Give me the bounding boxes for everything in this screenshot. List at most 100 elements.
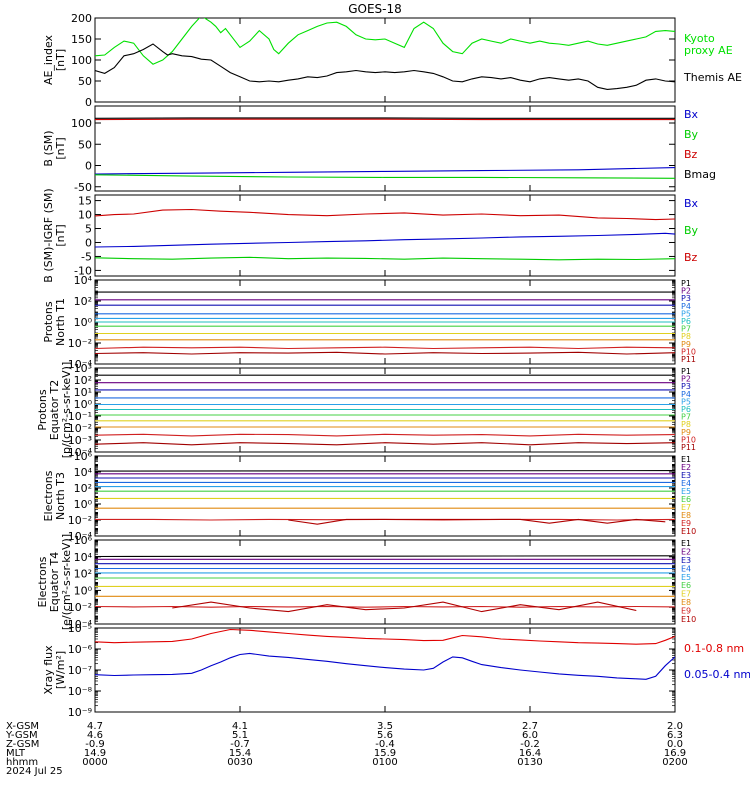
y-axis-label: North T3 <box>54 472 67 520</box>
y-tick-label: 10⁻⁴ <box>68 358 93 371</box>
x-row-label: X-GSM <box>6 721 39 732</box>
y-axis-label: Electrons <box>36 556 49 607</box>
legend-label: Bz <box>684 148 698 161</box>
legend-label: E8 <box>681 511 691 520</box>
x-column-value: 14.9 <box>84 748 106 759</box>
y-tick-label: 10⁰ <box>74 584 93 597</box>
legend-label: P11 <box>681 355 696 364</box>
legend-label: E5 <box>681 573 691 582</box>
x-column-value: 16.4 <box>519 748 541 759</box>
y-tick-label: 10⁻³ <box>68 434 92 447</box>
figure-title: GOES-18 <box>348 2 402 16</box>
y-tick-label: 10⁻⁷ <box>68 664 92 677</box>
y-tick-label: 15 <box>78 195 92 208</box>
series-line-e10 <box>288 518 666 525</box>
legend-label: E2 <box>681 547 691 556</box>
legend-label: E6 <box>681 495 691 504</box>
legend-label: P6 <box>681 405 691 414</box>
y-axis-label: Protons <box>36 389 49 430</box>
y-tick-label: 10⁻¹ <box>68 410 92 423</box>
y-tick-label: 50 <box>78 138 92 151</box>
y-tick-label: 0 <box>85 96 92 109</box>
x-column-value: 15.4 <box>229 748 251 759</box>
y-tick-label: 10⁻² <box>68 337 92 350</box>
y-axis-label: B (SM)-IGRF (SM) <box>42 188 55 282</box>
y-axis-label: Xray flux <box>42 645 55 695</box>
legend-label: P9 <box>681 340 691 349</box>
x-column-value: 5.1 <box>232 730 248 741</box>
y-axis-label: [e/(cm²-s-sr-keV)] <box>60 534 73 630</box>
legend-label: E4 <box>681 564 691 573</box>
x-column-value: 6.3 <box>667 730 683 741</box>
legend-label: E3 <box>681 556 691 565</box>
legend-label: P10 <box>681 435 696 444</box>
legend-label: E1 <box>681 455 691 464</box>
x-column-value: 0030 <box>227 757 252 768</box>
y-axis-label: [nT] <box>54 137 67 159</box>
series-line-kyoto <box>95 18 675 65</box>
legend-label: 0.05-0.4 nm <box>684 668 750 681</box>
x-column-value: 6.0 <box>522 730 538 741</box>
legend-label: E10 <box>681 615 696 624</box>
legend-label: 0.1-0.8 nm <box>684 642 744 655</box>
y-tick-label: 10⁶ <box>74 450 93 463</box>
series-line-bz <box>95 208 675 221</box>
x-row-label: Z-GSM <box>6 739 39 750</box>
y-tick-label: 10⁰ <box>74 316 93 329</box>
y-tick-label: 10⁻² <box>68 422 92 435</box>
legend-label: Bz <box>684 251 698 264</box>
legend-label: E5 <box>681 487 691 496</box>
series-line-bx <box>95 232 675 248</box>
series-line-p10 <box>95 433 675 437</box>
x-column-value: 16.9 <box>664 748 686 759</box>
legend-label: E9 <box>681 519 691 528</box>
y-tick-label: 10 <box>78 209 92 222</box>
series-line-e9 <box>95 605 675 608</box>
series-line-themis-ae <box>95 43 675 90</box>
legend-label: P3 <box>681 294 691 303</box>
y-tick-label: 10⁻⁸ <box>68 685 93 698</box>
legend-label: E1 <box>681 539 691 548</box>
legend-label: E7 <box>681 503 691 512</box>
legend-label: P5 <box>681 309 691 318</box>
y-axis-label: Protons <box>42 301 55 342</box>
y-axis-label: Equator T2 <box>48 380 61 440</box>
legend-label: P1 <box>681 279 691 288</box>
y-axis-label: Equator T4 <box>48 552 61 612</box>
x-column-value: 2.7 <box>522 721 538 732</box>
legend-label: Themis AE <box>683 71 742 84</box>
x-column-value: 5.6 <box>377 730 393 741</box>
series-line-0-1-0-8-nm <box>95 628 675 645</box>
y-tick-label: 10⁻² <box>68 514 92 527</box>
y-tick-label: 10² <box>74 482 92 495</box>
panel-prot_t1: 10⁻⁴ 10⁻² 10⁰ 10² 10⁴ Protons North T1 P1P2P3P4… <box>42 274 696 371</box>
y-tick-label: 10³ <box>74 362 92 375</box>
legend-label: P7 <box>681 413 691 422</box>
x-column-value: 0130 <box>517 757 542 768</box>
y-tick-label: 10⁻⁴ <box>68 618 93 631</box>
legend-label: P4 <box>681 390 691 399</box>
legend-label: P11 <box>681 443 696 452</box>
legend-label: P3 <box>681 382 691 391</box>
panel-frame <box>94 539 676 625</box>
y-axis-label: Electrons <box>42 470 55 521</box>
y-tick-label: 10² <box>74 568 92 581</box>
y-tick-label: 150 <box>71 33 92 46</box>
y-tick-label: 10⁻⁶ <box>68 643 93 656</box>
y-tick-label: 10⁻⁵ <box>68 622 92 635</box>
y-axis-label: [W/m²] <box>54 651 67 689</box>
y-tick-label: 0 <box>85 160 92 173</box>
x-column-value: 0000 <box>82 757 107 768</box>
legend-label: E7 <box>681 590 691 599</box>
legend-label: Bx <box>684 108 699 121</box>
series-line-e10 <box>172 601 637 613</box>
y-tick-label: 100 <box>71 54 92 67</box>
x-column-value: 4.7 <box>87 721 103 732</box>
y-tick-label: 10⁴ <box>74 466 93 479</box>
legend-label: Bmag <box>684 168 716 181</box>
y-tick-label: -50 <box>74 181 92 194</box>
legend-label: P7 <box>681 325 691 334</box>
